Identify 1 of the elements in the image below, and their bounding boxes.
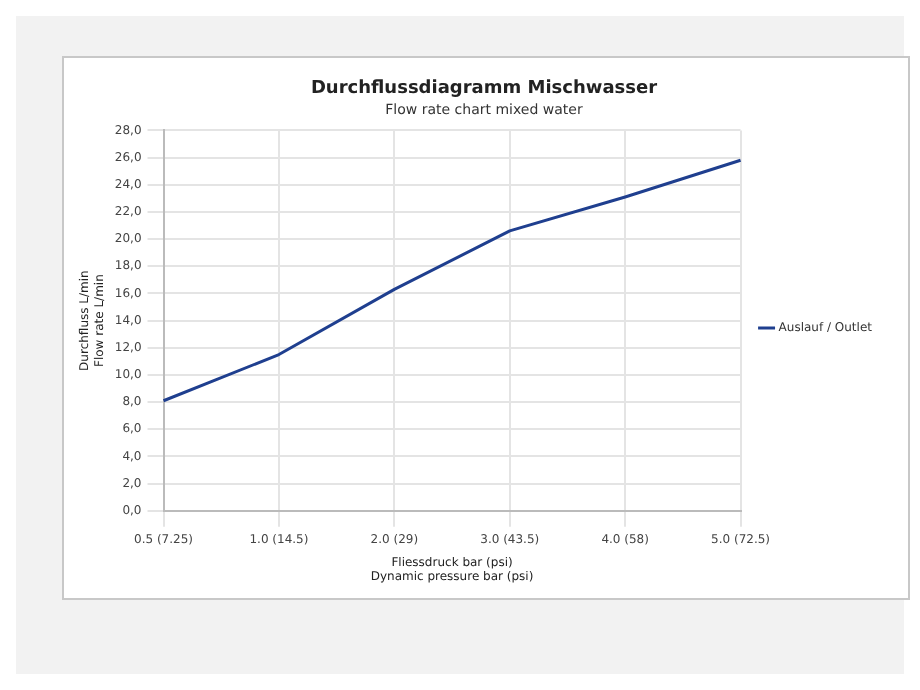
chart-title: Durchflussdiagramm Mischwasser	[310, 79, 659, 100]
